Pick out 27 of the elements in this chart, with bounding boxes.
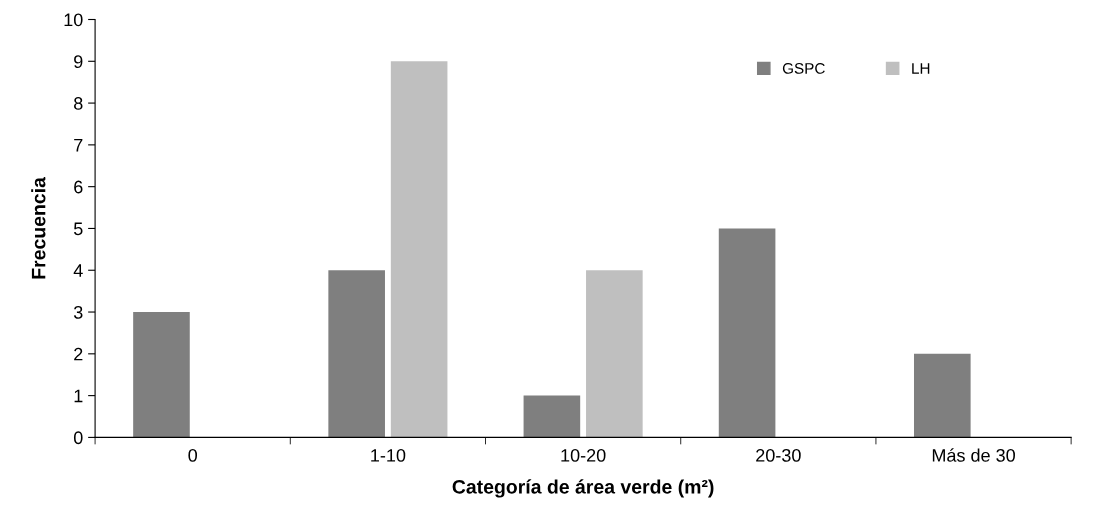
legend-label: GSPC: [782, 62, 825, 74]
y-tick-label: 2: [74, 347, 83, 361]
x-tick-label: 0: [188, 449, 198, 462]
x-axis-title: Categoría de área verde (m²): [452, 479, 714, 498]
bar: [718, 228, 776, 438]
bar: [914, 353, 971, 438]
x-tick-label: 20-30: [756, 449, 801, 462]
x-tick-label: 10-20: [561, 449, 606, 462]
y-tick-label: 3: [73, 305, 83, 319]
y-tick-label: 9: [74, 55, 83, 69]
bar: [390, 61, 448, 438]
y-tick-label: 4: [73, 264, 83, 277]
legend-label: LH: [912, 63, 930, 74]
y-tick-label: 10: [64, 13, 83, 27]
y-axis-title: Frecuencia: [31, 176, 46, 279]
y-tick-label: 6: [74, 180, 83, 194]
y-tick-label: 5: [73, 222, 83, 236]
y-tick-label: 7: [74, 138, 83, 152]
bar: [133, 312, 190, 438]
bar: [328, 270, 385, 438]
y-tick-label: 0: [73, 431, 83, 445]
bar: [523, 395, 581, 438]
x-tick-label: Más de 30: [932, 448, 1015, 462]
y-tick-label: 8: [74, 97, 83, 110]
x-tick-label: 1-10: [371, 449, 406, 462]
bar: [586, 270, 643, 438]
y-tick-label: 1: [74, 389, 83, 403]
